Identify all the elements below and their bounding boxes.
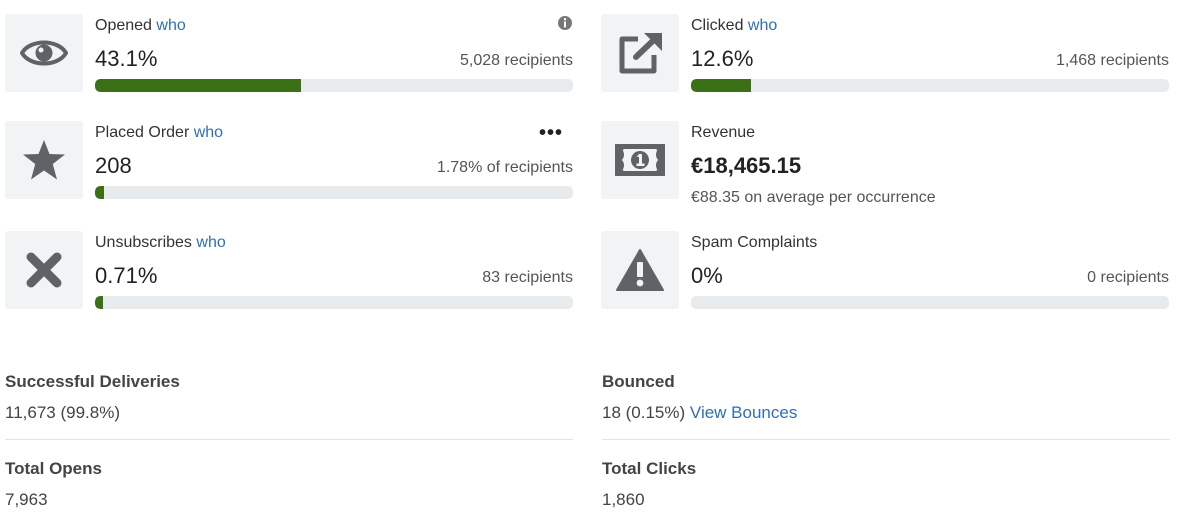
placed-order-value: 208 bbox=[95, 153, 132, 178]
placed-order-percent: 1.78% of recipients bbox=[436, 159, 573, 176]
warning-icon-box bbox=[601, 231, 679, 309]
stat-value: 1,860 bbox=[602, 490, 645, 509]
view-bounces-link[interactable]: View Bounces bbox=[689, 403, 798, 422]
opened-card: Opened who 43.1% 5,028 recipients bbox=[5, 14, 573, 94]
clicked-label: Clicked who bbox=[691, 17, 778, 34]
divider bbox=[5, 439, 573, 440]
close-x-icon-box bbox=[5, 231, 83, 309]
clicked-progress-bar bbox=[691, 79, 1169, 92]
unsubscribes-progress-fill bbox=[95, 296, 103, 309]
stat-title: Bounced bbox=[602, 372, 675, 391]
info-icon[interactable] bbox=[557, 15, 573, 36]
revenue-card: Revenue €18,465.15 €88.35 on average per… bbox=[601, 121, 1169, 206]
total-clicks-stat: Total Clicks 1,860 bbox=[602, 459, 1170, 510]
revenue-average: €88.35 on average per occurrence bbox=[691, 189, 936, 206]
clicked-value: 12.6% bbox=[691, 46, 754, 71]
star-icon bbox=[23, 140, 65, 180]
clicked-who-link[interactable]: who bbox=[747, 17, 778, 34]
star-icon-box bbox=[5, 121, 83, 199]
unsubscribes-value: 0.71% bbox=[95, 263, 158, 288]
placed-order-who-link[interactable]: who bbox=[193, 124, 224, 141]
more-options-icon[interactable]: ••• bbox=[538, 122, 563, 144]
placed-order-label: Placed Order who bbox=[95, 124, 224, 141]
spam-card: Spam Complaints 0% 0 recipients bbox=[601, 231, 1169, 311]
revenue-label: Revenue bbox=[691, 124, 756, 141]
spam-label: Spam Complaints bbox=[691, 234, 818, 251]
opened-recipients: 5,028 recipients bbox=[460, 52, 573, 69]
unsubscribes-who-link[interactable]: who bbox=[196, 234, 226, 251]
divider bbox=[602, 439, 1170, 440]
unsubscribes-progress-bar bbox=[95, 296, 573, 309]
opened-label: Opened who bbox=[95, 17, 186, 34]
unsubscribes-label: Unsubscribes who bbox=[95, 234, 226, 251]
total-opens-stat: Total Opens 7,963 bbox=[5, 459, 573, 510]
eye-icon-box bbox=[5, 14, 83, 92]
eye-icon bbox=[20, 40, 68, 66]
external-link-icon-box bbox=[601, 14, 679, 92]
opened-progress-bar bbox=[95, 79, 573, 92]
spam-recipients: 0 recipients bbox=[1087, 269, 1169, 286]
opened-progress-fill bbox=[95, 79, 302, 92]
stat-value: 7,963 bbox=[5, 490, 48, 509]
close-x-icon bbox=[26, 252, 62, 288]
unsubscribes-card: Unsubscribes who 0.71% 83 recipients bbox=[5, 231, 573, 311]
opened-value: 43.1% bbox=[95, 46, 158, 71]
clicked-recipients: 1,468 recipients bbox=[1056, 52, 1169, 69]
unsubscribes-recipients: 83 recipients bbox=[482, 269, 573, 286]
clicked-card: Clicked who 12.6% 1,468 recipients bbox=[601, 14, 1169, 94]
spam-value: 0% bbox=[691, 263, 723, 288]
stat-value: 18 (0.15%) View Bounces bbox=[602, 403, 798, 422]
opened-who-link[interactable]: who bbox=[156, 17, 186, 34]
placed-order-card: Placed Order who ••• 208 1.78% of recipi… bbox=[5, 121, 573, 201]
bounced-stat: Bounced 18 (0.15%) View Bounces bbox=[602, 372, 1170, 423]
placed-order-progress-fill bbox=[95, 186, 104, 199]
banknote-icon bbox=[615, 144, 665, 176]
stat-title: Total Opens bbox=[5, 459, 102, 478]
banknote-icon-box bbox=[601, 121, 679, 199]
external-link-icon bbox=[619, 33, 662, 74]
warning-icon bbox=[616, 249, 664, 291]
spam-progress-bar bbox=[691, 296, 1169, 309]
stat-title: Successful Deliveries bbox=[5, 372, 180, 391]
placed-order-progress-bar bbox=[95, 186, 573, 199]
revenue-value: €18,465.15 bbox=[691, 153, 802, 178]
stat-value: 11,673 (99.8%) bbox=[5, 403, 120, 422]
clicked-progress-fill bbox=[691, 79, 752, 92]
successful-deliveries-stat: Successful Deliveries 11,673 (99.8%) bbox=[5, 372, 573, 423]
stat-title: Total Clicks bbox=[602, 459, 697, 478]
